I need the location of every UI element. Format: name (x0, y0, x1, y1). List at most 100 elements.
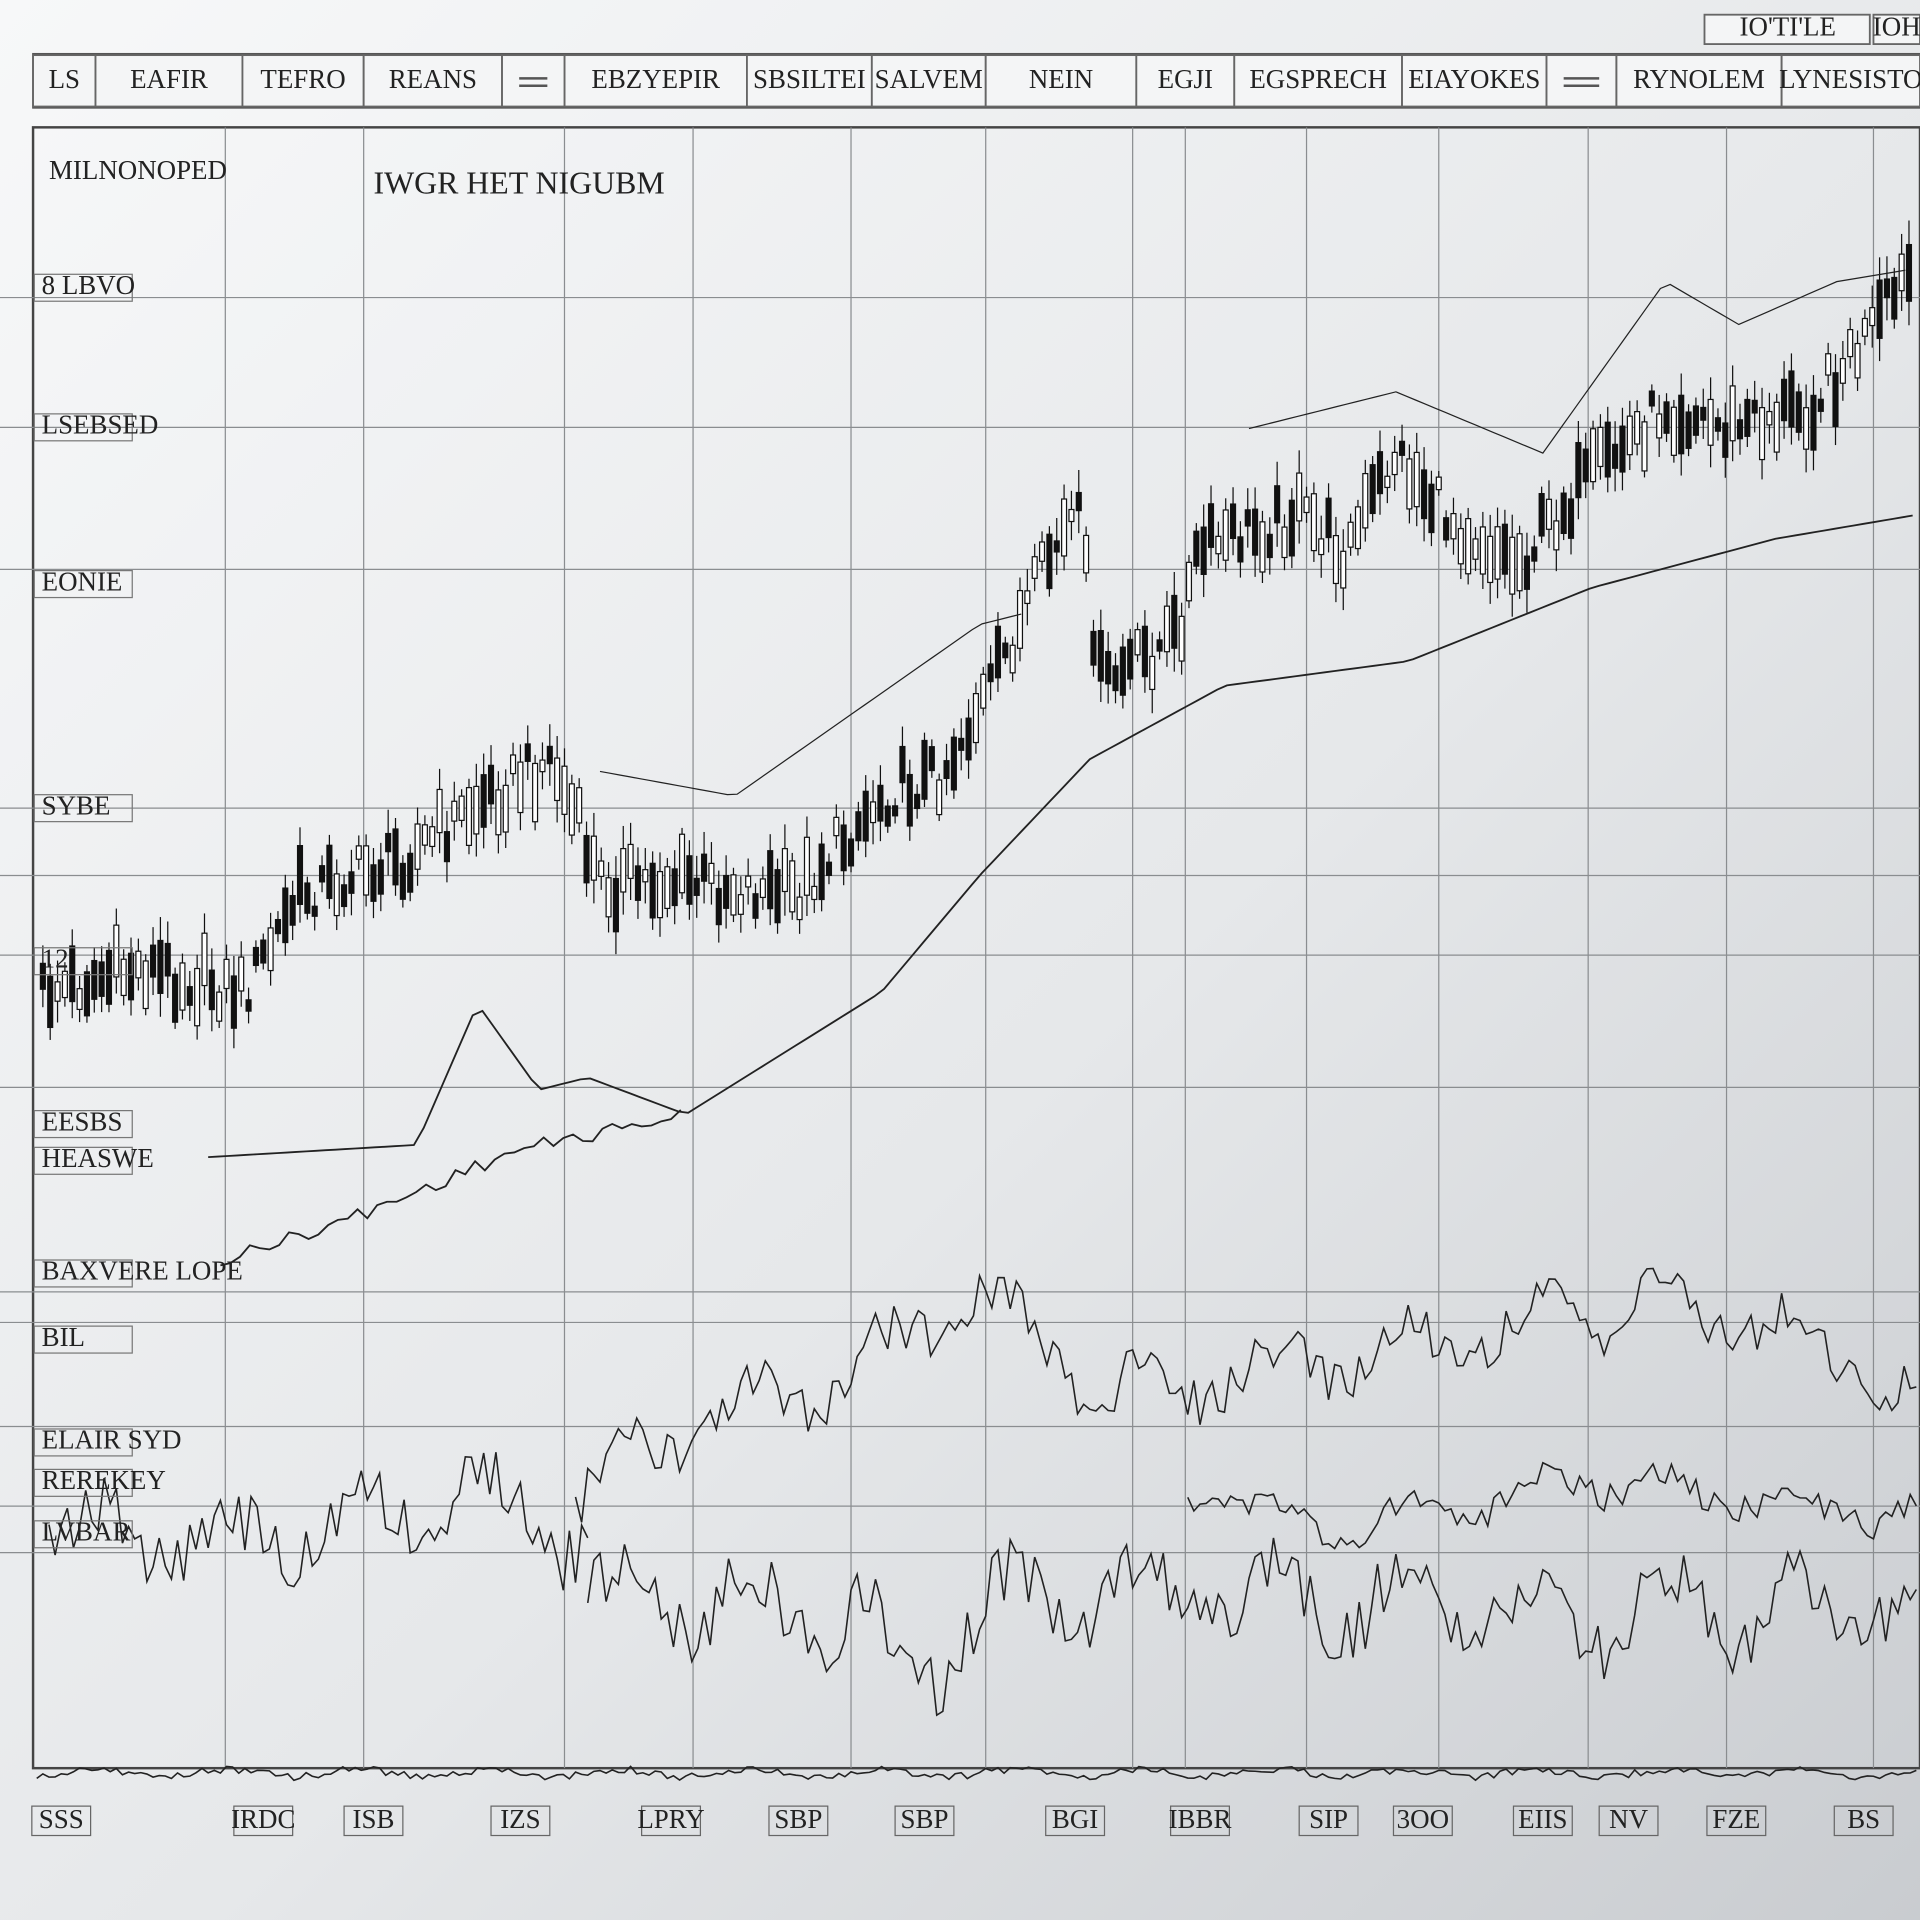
plot (36, 220, 1918, 1782)
toolbar-button-label: EBZYEPIR (591, 64, 720, 94)
axis-label-box (33, 1146, 133, 1175)
candle-body (1604, 421, 1611, 478)
candle-body (583, 834, 590, 884)
price-line (220, 1109, 682, 1267)
candle-body (1274, 485, 1281, 524)
oscillator (574, 1267, 1917, 1523)
toolbar-button[interactable] (746, 54, 873, 108)
candle-body (1876, 279, 1883, 339)
oscillator (1187, 1461, 1918, 1550)
candle-body (216, 991, 223, 1022)
candle-body (627, 843, 634, 880)
candle-body (1163, 605, 1170, 653)
candle-body (1465, 518, 1472, 575)
candle-body (1127, 638, 1134, 680)
candle-body (649, 862, 656, 919)
candle-body (524, 743, 531, 762)
candle-body (473, 785, 480, 835)
candle-body (105, 949, 113, 1005)
candle-body (377, 859, 384, 895)
candle-body (39, 962, 46, 990)
candle-body (98, 961, 105, 997)
top-box (1703, 13, 1871, 45)
toolbar-button[interactable] (1135, 54, 1236, 108)
candle-body (767, 850, 774, 910)
candle-body (561, 765, 568, 815)
axis-label-box (1512, 1805, 1573, 1837)
candle-body (458, 795, 465, 821)
candle-body (1758, 407, 1766, 461)
toolbar-button[interactable] (362, 54, 503, 108)
candle-body (451, 800, 458, 822)
toolbar-button[interactable] (94, 54, 244, 108)
candle-body (745, 875, 752, 888)
toolbar-button[interactable] (1780, 54, 1920, 108)
candle-body (1119, 646, 1126, 696)
candle-body (730, 874, 737, 916)
axis-label-box (894, 1805, 955, 1837)
axis-label-box (1170, 1805, 1230, 1837)
candle-body (414, 823, 421, 870)
toolbar-icon[interactable] (1545, 54, 1618, 108)
candle-body (1178, 615, 1185, 662)
toolbar-button[interactable] (241, 54, 365, 108)
candle-body (1354, 506, 1362, 550)
candle-body (1590, 428, 1597, 483)
candle-body (1016, 589, 1024, 649)
toolbar-icon[interactable] (501, 54, 566, 108)
candle-body (840, 824, 847, 872)
candle-body (708, 862, 715, 884)
toolbar-button[interactable] (984, 54, 1138, 108)
candle-body (1428, 483, 1435, 534)
candle-body (201, 932, 208, 987)
candle-body (1553, 520, 1560, 551)
toolbar-button[interactable] (870, 54, 987, 108)
panel-label: MILNONOPED (49, 155, 227, 185)
candle-body (855, 811, 862, 842)
candle-body (1722, 422, 1729, 458)
candle-body (260, 939, 267, 964)
candle-body (127, 952, 135, 1001)
axis-label-box (490, 1805, 551, 1837)
toolbar-button[interactable] (1401, 54, 1548, 108)
candle-body (803, 836, 810, 896)
candle-body (1810, 394, 1817, 451)
toolbar-button-label: EGSPRECH (1249, 64, 1387, 94)
toolbar-button[interactable] (1615, 54, 1783, 108)
candle-body (620, 848, 627, 893)
axis-label-box (33, 1520, 133, 1549)
candle-body (267, 927, 274, 972)
candle-body (1031, 556, 1038, 579)
candle-body (759, 878, 766, 899)
candle-body (598, 860, 605, 877)
candle-body (1318, 538, 1325, 556)
candle-body (1053, 540, 1060, 553)
candle-body (943, 760, 950, 780)
candle-body (1788, 370, 1795, 428)
axis-label-box (1392, 1805, 1453, 1837)
candle-body (1714, 417, 1722, 432)
candle-body (1244, 509, 1251, 527)
candle-body (1046, 533, 1053, 590)
candle-body (1803, 407, 1810, 450)
candle-body (1406, 458, 1413, 510)
x-axis-label: ISB (353, 1804, 395, 1834)
moving-average (599, 613, 1022, 796)
candle-body (686, 855, 693, 905)
toolbar-button-label: EGJI (1158, 64, 1213, 94)
candle-body (333, 873, 340, 917)
candle-body (1744, 398, 1751, 437)
candle-body (715, 887, 722, 926)
axis-label-box (33, 1259, 133, 1288)
candle-body (1083, 534, 1090, 574)
candle-body (282, 887, 289, 944)
candle-body (671, 868, 678, 907)
candle-body (296, 845, 304, 905)
candle-body (1303, 496, 1310, 514)
candle-body (326, 844, 333, 900)
candle-body (363, 845, 370, 896)
toolbar-button-label: SALVEM (875, 64, 983, 94)
candle-body (1663, 401, 1670, 434)
candle-body (135, 950, 142, 979)
icon (1563, 77, 1600, 87)
